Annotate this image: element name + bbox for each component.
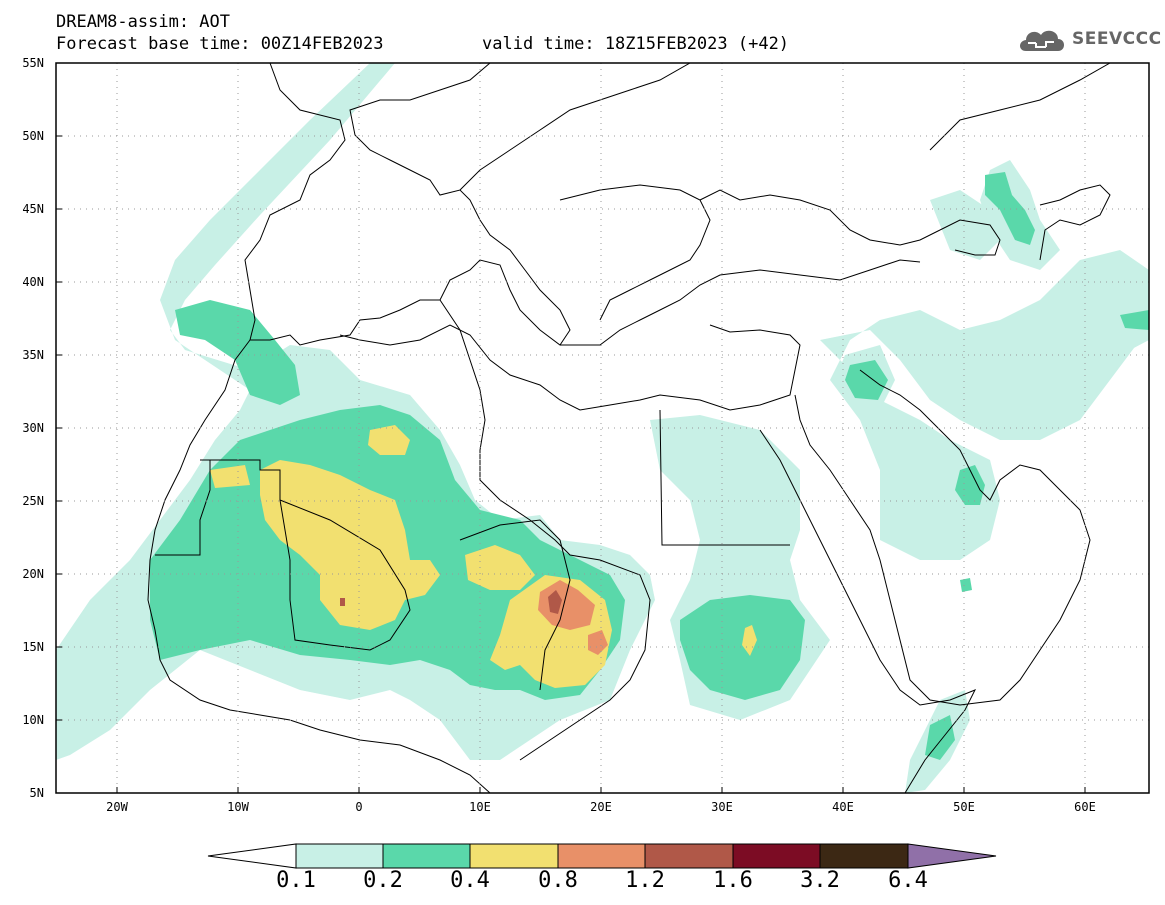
colorbar-label: 0.1 xyxy=(276,868,316,893)
lon-label: 10E xyxy=(469,800,491,814)
lon-label: 30E xyxy=(711,800,733,814)
lat-label: 10N xyxy=(22,713,44,727)
axis-ticks xyxy=(56,135,1086,793)
cloud-icon xyxy=(1020,30,1064,51)
lon-label: 50E xyxy=(953,800,975,814)
lat-label: 30N xyxy=(22,421,44,435)
valid-time-text: valid time: 18Z15FEB2023 (+42) xyxy=(482,34,790,54)
logo-text: SEEVCCC xyxy=(1072,29,1162,49)
lon-label: 60E xyxy=(1074,800,1096,814)
coastlines xyxy=(147,63,1111,793)
seevccc-logo: SEEVCCC xyxy=(1016,22,1162,56)
lon-label: 20E xyxy=(590,800,612,814)
forecast-base-time: Forecast base time: 00Z14FEB2023 valid ti… xyxy=(56,34,789,54)
colorbar-label: 0.4 xyxy=(450,868,490,893)
lat-label: 20N xyxy=(22,567,44,581)
colorbar-label: 1.2 xyxy=(625,868,665,893)
aot-level-0-8 xyxy=(538,580,608,655)
lat-label: 45N xyxy=(22,202,44,216)
aot-level-0-4 xyxy=(210,425,757,688)
lat-label: 35N xyxy=(22,348,44,362)
lat-label: 55N xyxy=(22,56,44,70)
lat-label: 15N xyxy=(22,640,44,654)
lat-label: 50N xyxy=(22,129,44,143)
lon-label: 20W xyxy=(106,800,128,814)
colorbar-label: 0.2 xyxy=(363,868,403,893)
base-time-text: Forecast base time: 00Z14FEB2023 xyxy=(56,34,384,54)
colorbar-label: 6.4 xyxy=(888,868,928,893)
lat-label: 40N xyxy=(22,275,44,289)
lat-label: 5N xyxy=(29,786,44,800)
lon-label: 40E xyxy=(832,800,854,814)
colorbar-label: 3.2 xyxy=(800,868,840,893)
lat-label: 25N xyxy=(22,494,44,508)
aot-contours xyxy=(56,63,1149,793)
lon-label: 10W xyxy=(227,800,249,814)
graticule xyxy=(56,63,1149,793)
colorbar-label: 1.6 xyxy=(713,868,753,893)
aot-level-1-2 xyxy=(340,590,562,614)
map-title: DREAM8-assim: AOT xyxy=(56,12,230,32)
lon-label: 0 xyxy=(355,800,363,814)
colorbar-label: 0.8 xyxy=(538,868,578,893)
